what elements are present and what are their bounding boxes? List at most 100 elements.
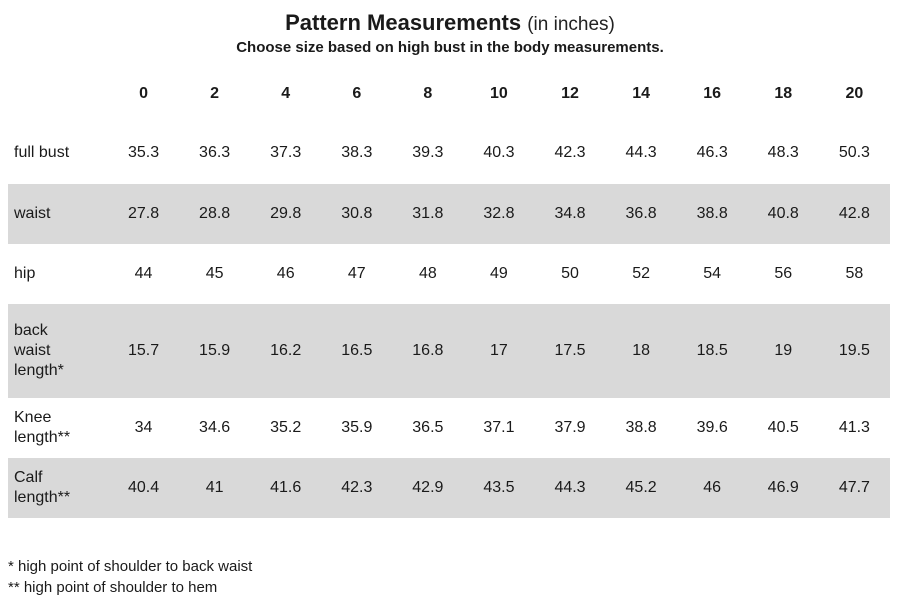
table-cell: 36.5 bbox=[412, 419, 444, 436]
table-cell: 47.7 bbox=[818, 458, 890, 518]
table-cell: 41.3 bbox=[838, 419, 870, 436]
table-cell: 36.8 bbox=[605, 184, 677, 244]
table-cell: 49 bbox=[490, 265, 508, 282]
row-label: full bust bbox=[14, 144, 70, 161]
footnote-hem: ** high point of shoulder to hem bbox=[8, 579, 218, 596]
header-corner bbox=[8, 66, 108, 122]
table-cell: 19.5 bbox=[818, 304, 890, 398]
size-header-0: 0 bbox=[139, 85, 148, 102]
table-cell: 40.4 bbox=[108, 458, 180, 518]
table-row: back waist length* 15.7 15.9 16.2 16.5 16.8 17… bbox=[8, 304, 890, 398]
size-header-12: 12 bbox=[561, 85, 579, 102]
table-cell: 18.5 bbox=[676, 304, 748, 398]
table-cell: 48 bbox=[418, 265, 437, 282]
table-cell: 37.3 bbox=[270, 144, 302, 161]
table-cell: 39.6 bbox=[696, 419, 728, 436]
page-title: Pattern Measurements (in inches) bbox=[0, 8, 900, 40]
size-header-20: 20 bbox=[845, 85, 864, 102]
table-cell: 43.5 bbox=[463, 458, 535, 518]
table-cell: 41.6 bbox=[250, 458, 322, 518]
table-cell: 28.8 bbox=[179, 184, 251, 244]
row-label: Knee length** bbox=[14, 409, 71, 446]
table-cell: 19 bbox=[747, 304, 819, 398]
row-label: waist bbox=[8, 184, 108, 244]
row-label: Calf length** bbox=[8, 458, 108, 518]
table-cell: 50 bbox=[561, 265, 579, 282]
table-cell: 35.9 bbox=[341, 419, 373, 436]
table-cell: 16.2 bbox=[250, 304, 322, 398]
table-cell: 46.9 bbox=[747, 458, 819, 518]
table-cell: 56 bbox=[774, 265, 793, 282]
table-cell: 34.6 bbox=[199, 419, 231, 436]
table-cell: 40.8 bbox=[747, 184, 819, 244]
table-cell: 29.8 bbox=[250, 184, 322, 244]
table-cell: 42.9 bbox=[392, 458, 464, 518]
table-cell: 58 bbox=[845, 265, 864, 282]
size-header-row: 0 2 4 6 8 10 12 14 16 18 20 bbox=[8, 66, 890, 122]
table-cell: 44 bbox=[134, 265, 153, 282]
table-cell: 44.3 bbox=[625, 144, 657, 161]
size-header-6: 6 bbox=[352, 85, 362, 102]
row-label: hip bbox=[14, 265, 36, 282]
table-cell: 18 bbox=[605, 304, 677, 398]
table-cell: 40.3 bbox=[483, 144, 515, 161]
footnotes: * high point of shoulder to back waist *… bbox=[8, 556, 252, 598]
table-cell: 36.3 bbox=[199, 144, 231, 161]
table-cell: 17 bbox=[463, 304, 535, 398]
table-cell: 41 bbox=[179, 458, 251, 518]
row-label: back waist length* bbox=[8, 304, 108, 398]
size-header-4: 4 bbox=[281, 85, 291, 102]
table-cell: 34.8 bbox=[534, 184, 606, 244]
table-cell: 30.8 bbox=[321, 184, 393, 244]
table-cell: 46 bbox=[676, 458, 748, 518]
size-header-10: 10 bbox=[490, 85, 508, 102]
measurements-body: full bust 35.3 36.3 37.3 38.3 39.3 40.3 42.3 44.… bbox=[8, 122, 890, 518]
size-header-16: 16 bbox=[703, 85, 722, 102]
footnote-back-waist: * high point of shoulder to back waist bbox=[8, 558, 253, 575]
table-cell: 40.5 bbox=[767, 419, 799, 436]
table-cell: 45 bbox=[205, 265, 224, 282]
table-cell: 46 bbox=[276, 265, 295, 282]
table-cell: 39.3 bbox=[412, 144, 444, 161]
table-cell: 44.3 bbox=[534, 458, 606, 518]
table-cell: 32.8 bbox=[463, 184, 535, 244]
table-row: hip 44 45 46 47 48 49 50 52 54 56 58 bbox=[8, 244, 890, 304]
table-row: waist 27.8 28.8 29.8 30.8 31.8 32.8 34.8 36.8 38.… bbox=[8, 184, 890, 244]
measurements-table: 0 2 4 6 8 10 12 14 16 18 20 full bust 35.3 36.3 37.3 3… bbox=[8, 66, 890, 518]
size-header-8: 8 bbox=[423, 85, 433, 102]
table-cell: 35.3 bbox=[127, 144, 160, 161]
table-cell: 35.2 bbox=[270, 419, 302, 436]
table-cell: 38.3 bbox=[341, 144, 373, 161]
table-row: full bust 35.3 36.3 37.3 38.3 39.3 40.3 42.3 44.… bbox=[8, 122, 890, 184]
table-cell: 16.5 bbox=[321, 304, 393, 398]
table-cell: 37.1 bbox=[483, 419, 515, 436]
table-cell: 48.3 bbox=[767, 144, 799, 161]
table-cell: 16.8 bbox=[392, 304, 464, 398]
table-cell: 38.8 bbox=[676, 184, 748, 244]
table-cell: 38.8 bbox=[625, 419, 657, 436]
table-cell: 42.3 bbox=[554, 144, 586, 161]
table-cell: 52 bbox=[632, 265, 650, 282]
table-cell: 15.7 bbox=[108, 304, 180, 398]
table-cell: 42.8 bbox=[818, 184, 890, 244]
table-cell: 15.9 bbox=[179, 304, 251, 398]
size-header-2: 2 bbox=[210, 85, 220, 102]
size-header-18: 18 bbox=[774, 85, 793, 102]
table-cell: 27.8 bbox=[108, 184, 180, 244]
table-cell: 37.9 bbox=[554, 419, 586, 436]
table-cell: 47 bbox=[347, 265, 366, 282]
table-cell: 54 bbox=[703, 265, 722, 282]
size-header-14: 14 bbox=[632, 85, 650, 102]
page-subtitle: Choose size based on high bust in the bo… bbox=[236, 39, 664, 56]
table-cell: 34 bbox=[134, 419, 153, 436]
title-main: Pattern Measurements bbox=[285, 10, 522, 35]
table-cell: 17.5 bbox=[534, 304, 606, 398]
table-cell: 31.8 bbox=[392, 184, 464, 244]
table-row: Knee length** 34 34.6 35.2 35.9 36.5 37.1 37.9 3… bbox=[8, 398, 890, 458]
table-cell: 50.3 bbox=[838, 144, 870, 161]
table-cell: 42.3 bbox=[321, 458, 393, 518]
table-cell: 46.3 bbox=[696, 144, 728, 161]
table-row: Calf length** 40.4 41 41.6 42.3 42.9 43.5 44.3 4… bbox=[8, 458, 890, 518]
title-unit: (in inches) bbox=[527, 14, 615, 35]
table-cell: 45.2 bbox=[605, 458, 677, 518]
